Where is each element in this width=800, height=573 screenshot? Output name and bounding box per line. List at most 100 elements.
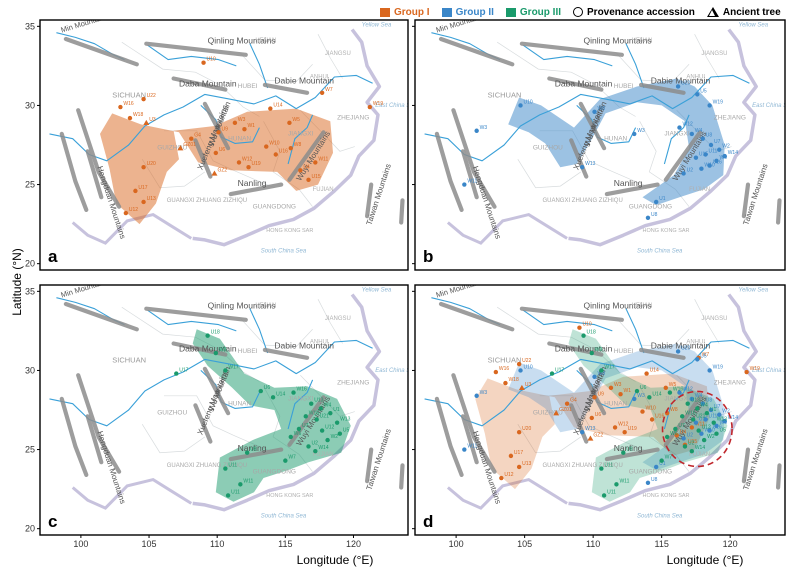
point-label: U8 xyxy=(706,398,713,404)
province-boundary xyxy=(616,317,690,348)
accession-point xyxy=(318,406,323,411)
mountain-range xyxy=(193,138,213,179)
map-label: Qinling Mountains xyxy=(584,301,652,311)
point-label: W11 xyxy=(695,421,705,427)
point-label: U17 xyxy=(138,185,147,191)
point-label: U15 xyxy=(699,152,708,158)
point-label: W19 xyxy=(373,101,384,107)
point-label: W11 xyxy=(467,179,477,185)
legend-label: Ancient tree xyxy=(722,6,781,18)
map-label: GUANGDONG xyxy=(253,203,296,210)
map-label: Daba Mountain xyxy=(555,78,613,88)
point-label: U11 xyxy=(709,413,718,419)
map-label: Nanling xyxy=(238,178,267,188)
map-label: Nanling xyxy=(238,443,267,453)
accession-point xyxy=(647,395,652,400)
map-label: Yellow Sea xyxy=(362,287,392,293)
map-label: JIANGXI xyxy=(288,396,313,403)
map-label: GUANGXI ZHUANG ZIZHIQU xyxy=(542,463,622,469)
accession-point xyxy=(564,401,570,406)
map-label: East China Sea xyxy=(752,103,794,109)
mountain-range xyxy=(287,395,326,447)
mountain-range xyxy=(85,149,104,200)
accession-point xyxy=(328,410,333,416)
legend-item-1: Group II xyxy=(441,7,494,18)
point-label: W4 xyxy=(695,128,703,134)
map-label: ZHEJIANG xyxy=(714,115,746,122)
point-label: W4 xyxy=(324,402,332,408)
point-label: W10 xyxy=(645,406,656,412)
accession-point xyxy=(614,482,619,487)
map-label: HONG KONG SAR xyxy=(266,493,313,499)
map-label: Nanling xyxy=(614,178,643,188)
accession-point xyxy=(291,390,296,395)
accession-point xyxy=(232,120,238,126)
accession-point xyxy=(319,428,325,433)
accession-point xyxy=(701,437,707,443)
map-label: JIANGSU xyxy=(701,316,727,322)
mountain-range xyxy=(451,373,497,474)
point-label: U18 xyxy=(211,330,220,336)
point-label: U8 xyxy=(651,477,658,483)
accession-point xyxy=(703,152,708,157)
mountain-range xyxy=(578,101,607,151)
point-label: U11 xyxy=(709,148,718,154)
ancient-tree-point xyxy=(143,119,150,126)
river xyxy=(147,309,237,332)
point-label: U11 xyxy=(604,463,613,469)
accession-point xyxy=(303,414,308,419)
accession-point xyxy=(689,131,695,137)
point-label: U5 xyxy=(700,353,707,359)
point-label: U11 xyxy=(228,463,237,469)
point-label: W16 xyxy=(673,387,684,393)
map-label: JIANGSU xyxy=(325,51,351,57)
mountain-range xyxy=(578,366,607,416)
accession-point xyxy=(681,436,686,441)
point-label: W14 xyxy=(695,445,706,451)
map-label: ANHUI xyxy=(310,75,329,81)
point-label: W19 xyxy=(713,99,724,105)
point-label: W7 xyxy=(702,352,710,358)
map-label: HUNAN xyxy=(604,400,627,407)
accession-point xyxy=(667,390,673,395)
river xyxy=(287,379,314,430)
ancient-tree-point xyxy=(177,145,184,151)
point-label: U7 xyxy=(714,139,721,145)
accession-point xyxy=(707,368,712,373)
accession-point xyxy=(296,426,302,432)
point-label: W11 xyxy=(467,444,477,450)
map-panel-c: Qinling Mountains Daba Mountain Dabie Moun… xyxy=(25,284,417,549)
point-label: GZ2 xyxy=(593,432,603,438)
point-label: W12 xyxy=(242,156,253,162)
accession-point xyxy=(708,142,714,148)
map-label: South China Sea xyxy=(637,249,683,255)
point-label: U15 xyxy=(699,417,708,423)
map-label: ANHUI xyxy=(310,340,329,346)
border-line xyxy=(446,477,568,510)
map-label: East China Sea xyxy=(375,368,417,374)
point-label: W13 xyxy=(717,417,728,423)
ancient-tree-point xyxy=(211,170,218,176)
accession-point xyxy=(618,391,623,397)
accession-point xyxy=(242,126,247,132)
map-label: Dabie Mountain xyxy=(651,340,711,350)
mountain-range xyxy=(262,347,310,360)
point-label: U19 xyxy=(628,426,637,432)
point-label: W13 xyxy=(340,417,351,423)
accession-point xyxy=(287,120,292,126)
map-label: Yellow Sea xyxy=(738,287,768,293)
accession-point xyxy=(589,350,594,356)
panel-letter: b xyxy=(423,247,433,266)
panel-letter: c xyxy=(48,512,57,531)
point-label: W3 xyxy=(480,390,488,396)
mountain-range xyxy=(228,447,284,462)
accession-point xyxy=(246,164,251,170)
accession-point xyxy=(579,164,585,170)
map-label: JIANGXI xyxy=(664,131,689,138)
highlight-circle xyxy=(661,390,733,468)
accession-point xyxy=(682,444,688,449)
point-label: U20 xyxy=(681,80,690,86)
mountain-range xyxy=(519,306,625,322)
point-label: W11 xyxy=(619,478,629,484)
accession-point xyxy=(306,444,311,449)
